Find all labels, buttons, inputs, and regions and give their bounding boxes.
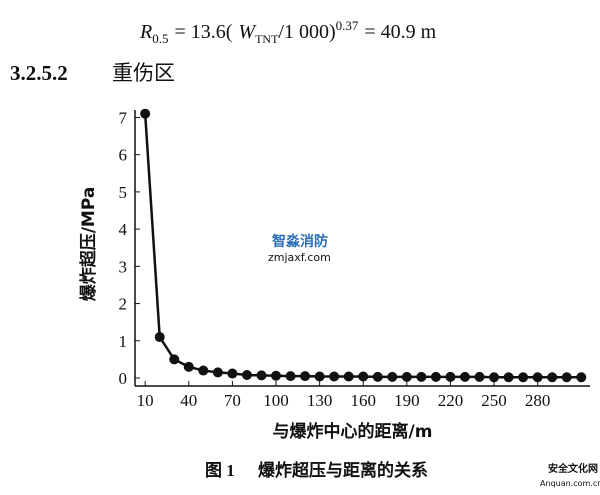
caption-text: 爆炸超压与距离的关系 bbox=[258, 460, 428, 480]
point bbox=[532, 372, 543, 383]
point bbox=[329, 371, 340, 382]
point bbox=[271, 370, 282, 381]
point bbox=[489, 372, 500, 383]
y-tick-label: 0 bbox=[119, 369, 128, 388]
point bbox=[169, 354, 180, 365]
formula-end: = 40.9 m bbox=[364, 21, 436, 43]
chart: 0 1 2 3 4 5 6 7 10 40 70 100 130 160 190 220 250 280 与爆炸中心… bbox=[78, 108, 590, 442]
point bbox=[154, 332, 165, 343]
point bbox=[198, 365, 209, 376]
x-axis-label: 与爆炸中心的距离/m bbox=[273, 421, 433, 442]
point bbox=[576, 372, 587, 383]
formula-w: W bbox=[238, 21, 257, 43]
formula-exp: 0.37 bbox=[336, 18, 359, 33]
x-tick-label: 40 bbox=[180, 391, 197, 410]
point bbox=[547, 372, 558, 383]
point bbox=[372, 371, 383, 382]
watermark-brand: 智淼消防 bbox=[271, 233, 328, 250]
point bbox=[401, 371, 412, 382]
formula-r-sub: 0.5 bbox=[152, 31, 168, 46]
point bbox=[256, 370, 267, 381]
point bbox=[140, 108, 151, 119]
point bbox=[183, 361, 194, 372]
point bbox=[227, 368, 238, 379]
point bbox=[387, 371, 398, 382]
point bbox=[474, 371, 485, 382]
x-tick-label: 280 bbox=[525, 391, 551, 410]
point bbox=[430, 371, 441, 382]
y-tick-label: 4 bbox=[119, 220, 128, 239]
x-tick-label: 100 bbox=[263, 391, 289, 410]
point bbox=[518, 372, 529, 383]
point bbox=[241, 370, 252, 381]
formula-w-sub: TNT bbox=[255, 32, 279, 46]
x-tick-label: 130 bbox=[307, 391, 333, 410]
point bbox=[212, 367, 223, 378]
x-tick-label: 160 bbox=[350, 391, 376, 410]
watermark-site: zmjaxf.com bbox=[268, 251, 331, 264]
x-tick-label: 10 bbox=[137, 391, 154, 410]
formula-rest: /1 000) bbox=[278, 21, 335, 43]
y-tick-label: 2 bbox=[119, 295, 128, 314]
point bbox=[300, 371, 311, 382]
point bbox=[285, 371, 296, 382]
x-tick-label: 250 bbox=[481, 391, 507, 410]
point bbox=[314, 371, 325, 382]
point bbox=[358, 371, 369, 382]
point bbox=[416, 371, 427, 382]
x-tick-label: 70 bbox=[224, 391, 241, 410]
point bbox=[343, 371, 354, 382]
watermark-corner-site: Anquan.com.cn bbox=[540, 479, 600, 488]
y-axis-label: 爆炸超压/MPa bbox=[78, 187, 99, 302]
line bbox=[143, 113, 582, 379]
y-tick-label: 6 bbox=[119, 146, 128, 165]
y-tick-label: 7 bbox=[119, 108, 128, 127]
point bbox=[561, 372, 572, 383]
section-title: 重伤区 bbox=[112, 61, 175, 85]
y-tick-label: 3 bbox=[119, 257, 128, 276]
x-tick-label: 220 bbox=[438, 391, 464, 410]
formula-mid: = 13.6( bbox=[174, 21, 232, 43]
point bbox=[459, 371, 470, 382]
section-number: 3.2.5.2 bbox=[10, 61, 68, 85]
formula-r: R bbox=[139, 21, 152, 43]
point bbox=[445, 371, 456, 382]
formula: R0.5 = 13.6( WTNT/1 000)0.37 = 40.9 m bbox=[139, 18, 437, 46]
watermark-corner: 安全文化网 bbox=[548, 462, 598, 475]
y-tick-label: 5 bbox=[119, 183, 128, 202]
point bbox=[503, 372, 514, 383]
caption-label: 图 1 bbox=[205, 461, 235, 480]
y-tick-label: 1 bbox=[119, 332, 128, 351]
x-tick-label: 190 bbox=[394, 391, 420, 410]
